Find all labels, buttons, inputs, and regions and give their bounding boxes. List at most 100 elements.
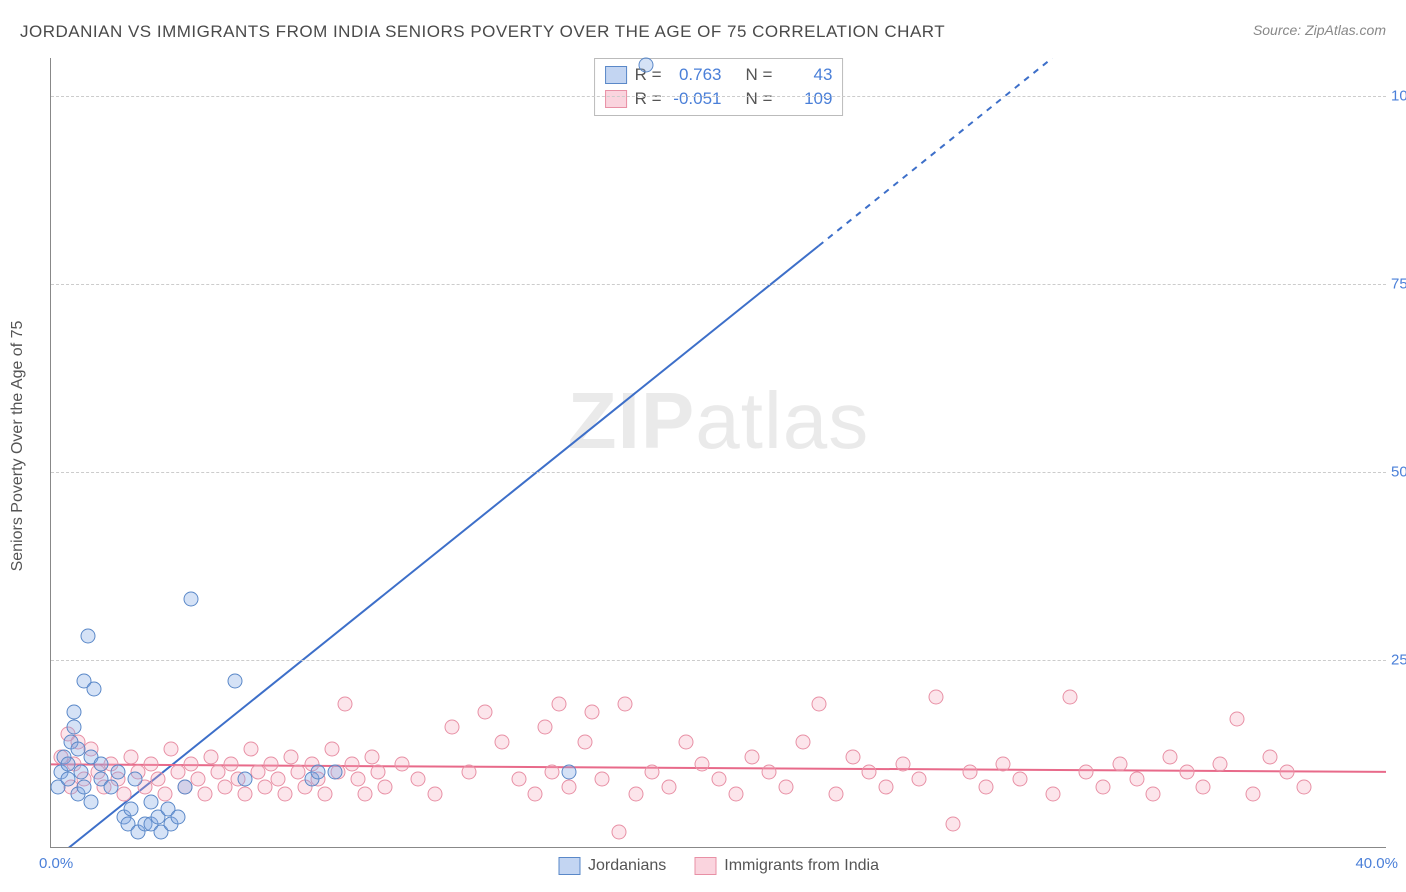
data-point (190, 772, 205, 787)
data-point (204, 749, 219, 764)
data-point (164, 742, 179, 757)
source-attribution: Source: ZipAtlas.com (1253, 22, 1386, 38)
data-point (461, 764, 476, 779)
r-value-pink: -0.051 (670, 87, 722, 111)
swatch-blue (558, 857, 580, 875)
y-axis-label: Seniors Poverty Over the Age of 75 (9, 321, 27, 572)
data-point (104, 779, 119, 794)
data-point (845, 749, 860, 764)
stats-legend: R = 0.763 N = 43 R = -0.051 N = 109 (594, 58, 844, 116)
data-point (678, 734, 693, 749)
data-point (1062, 689, 1077, 704)
data-point (962, 764, 977, 779)
data-point (74, 764, 89, 779)
data-point (264, 757, 279, 772)
data-point (411, 772, 426, 787)
data-point (1096, 779, 1111, 794)
data-point (378, 779, 393, 794)
data-point (1263, 749, 1278, 764)
data-point (67, 719, 82, 734)
data-point (494, 734, 509, 749)
data-point (812, 697, 827, 712)
x-tick-max: 40.0% (1355, 855, 1398, 872)
legend-item-jordanians: Jordanians (558, 857, 666, 875)
data-point (1246, 787, 1261, 802)
n-label: N = (746, 87, 773, 111)
data-point (277, 787, 292, 802)
data-point (778, 779, 793, 794)
data-point (127, 772, 142, 787)
data-point (157, 787, 172, 802)
y-tick-label: 100.0% (1391, 87, 1406, 104)
data-point (364, 749, 379, 764)
data-point (795, 734, 810, 749)
data-point (695, 757, 710, 772)
data-point (945, 817, 960, 832)
data-point (144, 757, 159, 772)
r-label: R = (635, 87, 662, 111)
swatch-pink (605, 90, 627, 108)
data-point (177, 779, 192, 794)
data-point (1196, 779, 1211, 794)
data-point (645, 764, 660, 779)
data-point (237, 772, 252, 787)
data-point (67, 704, 82, 719)
data-point (551, 697, 566, 712)
data-point (1112, 757, 1127, 772)
gridline (51, 660, 1386, 661)
data-point (879, 779, 894, 794)
plot-area: ZIPatlas R = 0.763 N = 43 R = -0.051 N =… (50, 58, 1386, 848)
n-label: N = (746, 63, 773, 87)
data-point (227, 674, 242, 689)
data-point (638, 57, 653, 72)
data-point (862, 764, 877, 779)
data-point (344, 757, 359, 772)
data-point (1012, 772, 1027, 787)
chart-title: JORDANIAN VS IMMIGRANTS FROM INDIA SENIO… (20, 22, 945, 42)
data-point (337, 697, 352, 712)
data-point (117, 787, 132, 802)
trend-lines (51, 58, 1386, 847)
data-point (511, 772, 526, 787)
swatch-pink (694, 857, 716, 875)
gridline (51, 96, 1386, 97)
watermark: ZIPatlas (568, 375, 869, 467)
data-point (144, 794, 159, 809)
data-point (728, 787, 743, 802)
data-point (357, 787, 372, 802)
data-point (1146, 787, 1161, 802)
data-point (1162, 749, 1177, 764)
y-tick-label: 75.0% (1391, 275, 1406, 292)
data-point (611, 824, 626, 839)
data-point (284, 749, 299, 764)
y-tick-label: 25.0% (1391, 651, 1406, 668)
data-point (929, 689, 944, 704)
r-value-blue: 0.763 (670, 63, 722, 87)
data-point (77, 779, 92, 794)
data-point (394, 757, 409, 772)
data-point (538, 719, 553, 734)
data-point (80, 629, 95, 644)
data-point (327, 764, 342, 779)
data-point (1046, 787, 1061, 802)
data-point (628, 787, 643, 802)
data-point (184, 757, 199, 772)
data-point (237, 787, 252, 802)
data-point (271, 772, 286, 787)
data-point (585, 704, 600, 719)
data-point (1079, 764, 1094, 779)
data-point (578, 734, 593, 749)
data-point (762, 764, 777, 779)
data-point (1129, 772, 1144, 787)
n-value-blue: 43 (780, 63, 832, 87)
data-point (197, 787, 212, 802)
y-tick-label: 50.0% (1391, 463, 1406, 480)
data-point (745, 749, 760, 764)
data-point (428, 787, 443, 802)
data-point (311, 764, 326, 779)
legend-item-india: Immigrants from India (694, 857, 879, 875)
data-point (828, 787, 843, 802)
data-point (1279, 764, 1294, 779)
data-point (444, 719, 459, 734)
data-point (324, 742, 339, 757)
